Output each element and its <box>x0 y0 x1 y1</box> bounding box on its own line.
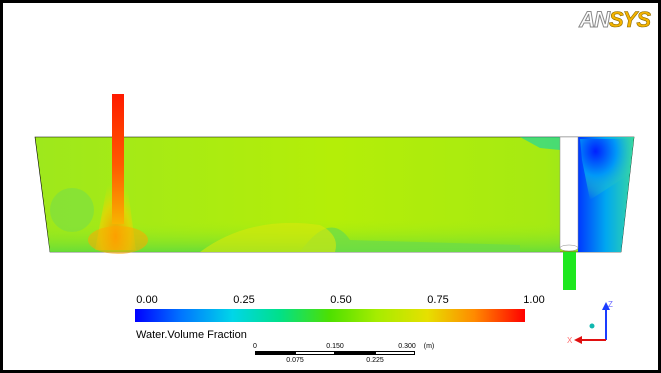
ansys-logo: ANSYS <box>579 7 652 32</box>
center-yellow-region <box>200 222 336 252</box>
center-green-region <box>300 227 520 252</box>
scale-segment-2 <box>295 351 335 355</box>
color-legend-bar <box>135 309 525 322</box>
left-mixing-region <box>50 188 94 232</box>
outlet-blue-core <box>580 139 632 200</box>
legend-tick-4: 1.00 <box>523 294 545 306</box>
scale-segment-4 <box>375 351 415 355</box>
inlet-plume-base <box>88 226 148 254</box>
scale-label-0075: 0.075 <box>286 357 304 364</box>
legend-title: Water.Volume Fraction <box>136 329 247 341</box>
scale-label-0: 0 <box>253 343 257 350</box>
top-air-strip <box>520 137 560 150</box>
outlet-column <box>559 136 579 249</box>
legend-tick-2: 0.50 <box>330 294 352 306</box>
scale-segment-1 <box>255 351 295 355</box>
outlet-column-cap <box>559 244 579 252</box>
x-axis-arrow <box>574 336 582 344</box>
outlet-pipe <box>563 252 576 290</box>
legend-tick-0: 0.00 <box>136 294 158 306</box>
legend-tick-3: 0.75 <box>427 294 449 306</box>
legend-tick-1: 0.25 <box>233 294 255 306</box>
z-axis-label: Z <box>608 300 613 309</box>
scale-label-0150: 0.150 <box>326 343 344 350</box>
z-axis-arrow <box>602 302 610 310</box>
scale-unit: (m) <box>423 343 435 350</box>
inlet-pipe <box>112 94 124 224</box>
scale-label-0225: 0.225 <box>366 357 384 364</box>
axis-triad: Z X <box>567 300 613 345</box>
x-axis-label: X <box>567 336 573 345</box>
scale-segment-3 <box>335 351 375 355</box>
scale-label-0300: 0.300 <box>398 343 416 350</box>
y-axis-dot <box>589 323 595 329</box>
scale-bar: 0 0.150 0.300 (m) 0.075 0.225 <box>253 343 434 373</box>
